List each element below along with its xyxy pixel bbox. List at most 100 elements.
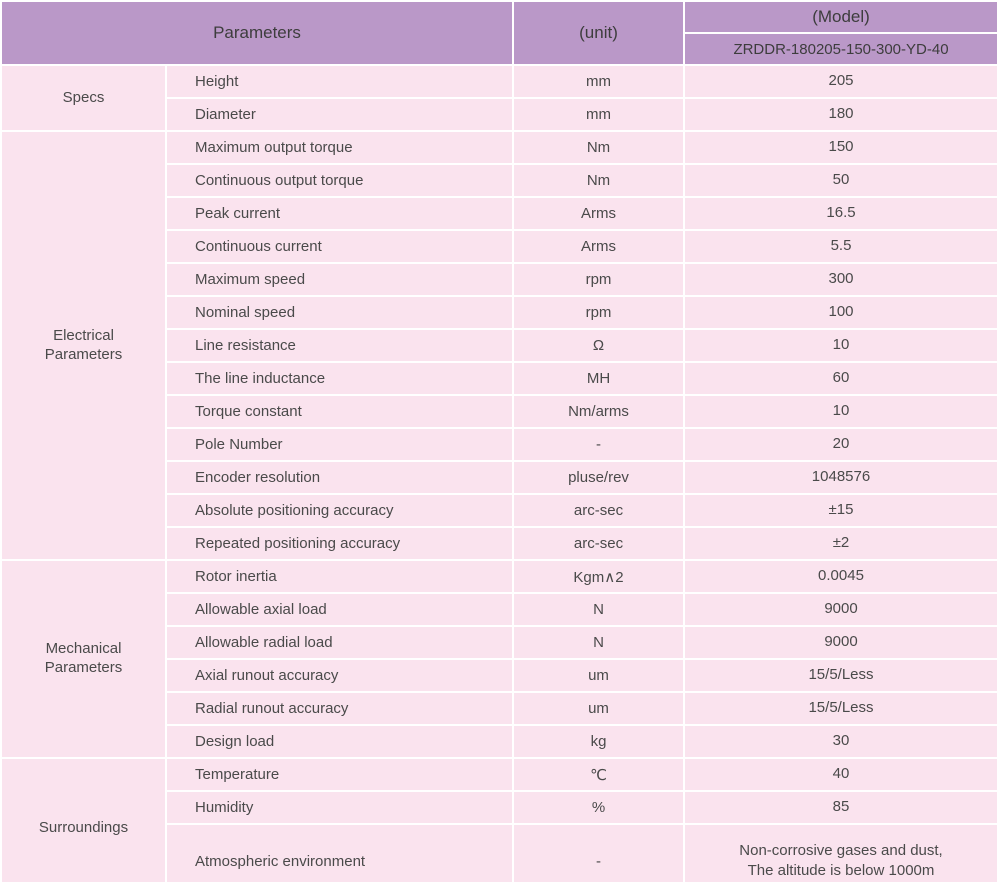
parameters-header-cell: Parameters [2, 2, 512, 64]
table-row: Continuous current Arms 5.5 [2, 231, 997, 262]
param-cell: Diameter [167, 99, 512, 130]
unit-header-cell: (unit) [514, 2, 683, 64]
unit-cell: arc-sec [514, 528, 683, 559]
table-row: Specs Height mm 205 [2, 66, 997, 130]
table-row: Nominal speed rpm 100 [2, 297, 997, 328]
group-cell: Surroundings [2, 759, 165, 882]
value-cell: ±15 [685, 495, 997, 526]
table-header: Parameters (unit) (Model) ZRDDR-180205-1… [2, 2, 997, 64]
table-row: Maximum speed rpm 300 [2, 264, 997, 295]
table-row: Atmospheric environment - Non-corrosive ga… [2, 825, 997, 882]
unit-cell: Nm/arms [514, 396, 683, 427]
table-row: Surroundings Temperature ℃ 40 [2, 759, 997, 882]
unit-cell: um [514, 660, 683, 691]
model-header-cell: (Model) [685, 2, 997, 32]
value-cell: 300 [685, 264, 997, 295]
table-row: Line resistance Ω 10 [2, 330, 997, 361]
group-cell: Electrical Parameters [2, 132, 165, 559]
unit-cell: kg [514, 726, 683, 757]
table-body: Specs Height mm 205 Diameter mm 180 Electrical … [2, 66, 997, 882]
param-cell: Atmospheric environment [167, 825, 512, 882]
unit-cell: rpm [514, 297, 683, 328]
table-row: Allowable axial load N 9000 [2, 594, 997, 625]
param-cell: Torque constant [167, 396, 512, 427]
table-row: Axial runout accuracy um 15/5/Less [2, 660, 997, 691]
table-row: Humidity% 85 [2, 792, 997, 823]
unit-cell: Kgm∧2 [514, 561, 683, 592]
param-cell: Peak current [167, 198, 512, 229]
value-cell: 0.0045 [685, 561, 997, 592]
param-cell: Pole Number [167, 429, 512, 460]
unit-cell: N [514, 627, 683, 658]
table-row: Torque constant Nm/arms 10 [2, 396, 997, 427]
value-cell: 1048576 [685, 462, 997, 493]
unit-cell: pluse/rev [514, 462, 683, 493]
unit-cell: mm [514, 66, 683, 97]
param-cell: Rotor inertia [167, 561, 512, 592]
group-cell: Specs [2, 66, 165, 130]
table-row: The line inductance MH 60 [2, 363, 997, 394]
value-cell: 40 [685, 759, 997, 790]
param-cell: Nominal speed [167, 297, 512, 328]
param-cell: Allowable radial load [167, 627, 512, 658]
unit-cell: N [514, 594, 683, 625]
param-cell: Radial runout accuracy [167, 693, 512, 724]
param-cell: Height [167, 66, 512, 97]
value-cell: 10 [685, 330, 997, 361]
param-cell: Repeated positioning accuracy [167, 528, 512, 559]
value-cell: 9000 [685, 627, 997, 658]
value-cell: 15/5/Less [685, 660, 997, 691]
unit-cell: Arms [514, 198, 683, 229]
value-cell: 150 [685, 132, 997, 163]
unit-cell: Nm [514, 132, 683, 163]
value-cell: 15/5/Less [685, 693, 997, 724]
param-cell: The line inductance [167, 363, 512, 394]
value-cell: 16.5 [685, 198, 997, 229]
table-row: Allowable radial load N 9000 [2, 627, 997, 658]
unit-cell: % [514, 792, 683, 823]
unit-cell: arc-sec [514, 495, 683, 526]
value-cell: 205 [685, 66, 997, 97]
unit-cell: um [514, 693, 683, 724]
param-cell: Temperature [167, 759, 512, 790]
value-cell: 50 [685, 165, 997, 196]
value-cell: 60 [685, 363, 997, 394]
model-number-cell: ZRDDR-180205-150-300-YD-40 [685, 34, 997, 64]
unit-cell: Nm [514, 165, 683, 196]
table-row: Diameter mm 180 [2, 99, 997, 130]
unit-cell: MH [514, 363, 683, 394]
table-row: Radial runout accuracy um 15/5/Less [2, 693, 997, 724]
unit-cell: mm [514, 99, 683, 130]
value-cell: 30 [685, 726, 997, 757]
value-cell: 5.5 [685, 231, 997, 262]
value-cell: ±2 [685, 528, 997, 559]
table-row: Repeated positioning accuracy arc-sec ±2 [2, 528, 997, 559]
table-row: Mechanical Parameters Rotor inertia Kgm∧2 0… [2, 561, 997, 757]
group-cell: Mechanical Parameters [2, 561, 165, 757]
value-cell: 100 [685, 297, 997, 328]
param-cell: Maximum output torque [167, 132, 512, 163]
value-cell: Non-corrosive gases and dust, The altitu… [685, 825, 997, 882]
param-cell: Continuous current [167, 231, 512, 262]
value-cell: 9000 [685, 594, 997, 625]
param-cell: Design load [167, 726, 512, 757]
table-row: Peak current Arms 16.5 [2, 198, 997, 229]
param-cell: Line resistance [167, 330, 512, 361]
unit-cell: ℃ [514, 759, 683, 790]
param-cell: Axial runout accuracy [167, 660, 512, 691]
unit-cell: rpm [514, 264, 683, 295]
param-cell: Allowable axial load [167, 594, 512, 625]
value-cell: 85 [685, 792, 997, 823]
unit-cell: Arms [514, 231, 683, 262]
param-cell: Encoder resolution [167, 462, 512, 493]
table-row: Encoder resolution pluse/rev 1048576 [2, 462, 997, 493]
table-row: Design load kg 30 [2, 726, 997, 757]
param-cell: Absolute positioning accuracy [167, 495, 512, 526]
unit-cell: - [514, 429, 683, 460]
table-row: Continuous output torque Nm 50 [2, 165, 997, 196]
table-row: Electrical Parameters Maximum output torq… [2, 132, 997, 559]
param-cell: Continuous output torque [167, 165, 512, 196]
table-row: Pole Number -20 [2, 429, 997, 460]
unit-cell: - [514, 825, 683, 882]
